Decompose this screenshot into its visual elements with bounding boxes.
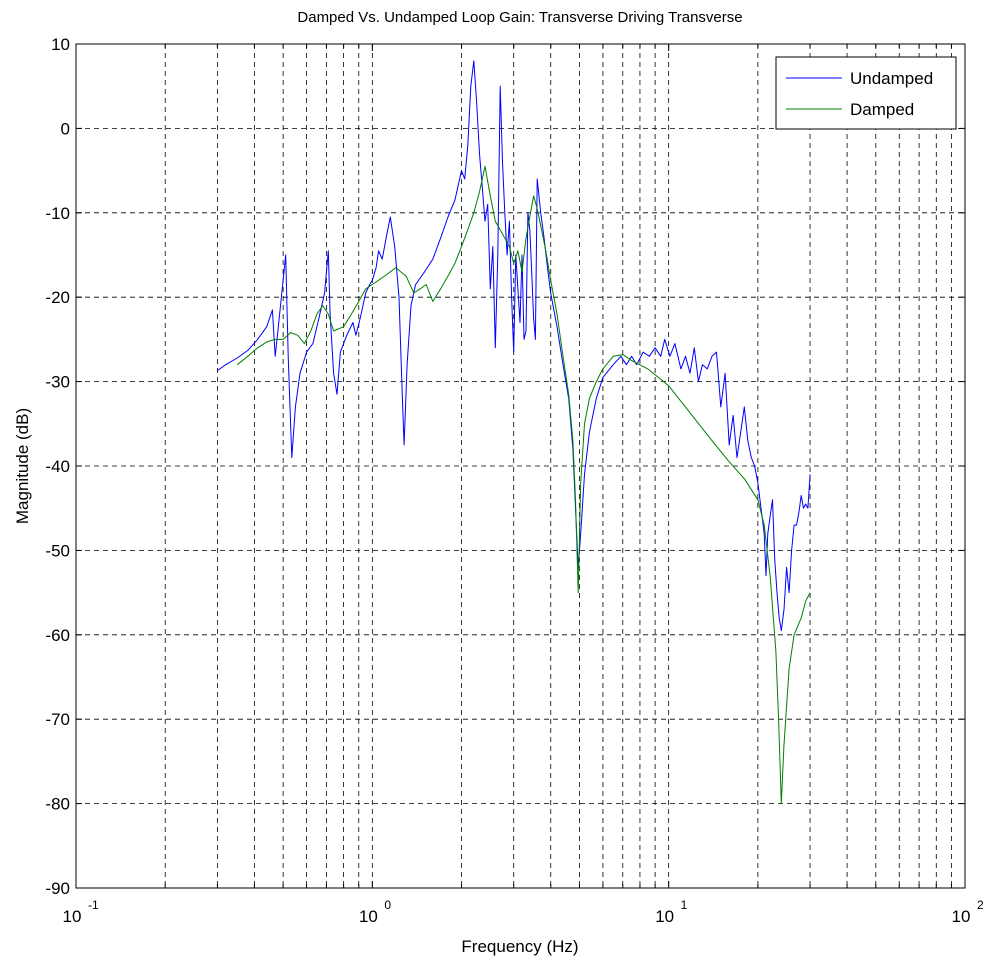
y-axis-label: Magnitude (dB)	[13, 408, 32, 524]
x-tick-label: 10	[952, 907, 971, 926]
y-tick-label: -30	[45, 373, 70, 392]
y-tick-label: 10	[51, 35, 70, 54]
y-tick-label: -70	[45, 710, 70, 729]
y-tick-label: -10	[45, 204, 70, 223]
x-tick-label: 10	[655, 907, 674, 926]
chart-title: Damped Vs. Undamped Loop Gain: Transvers…	[297, 9, 742, 26]
legend-label-undamped: Undamped	[850, 69, 933, 88]
grid	[76, 44, 965, 888]
y-tick-label: -20	[45, 288, 70, 307]
x-axis-label: Frequency (Hz)	[461, 937, 578, 956]
axis-ticks: 10 0 -10 -20 -30 -40 -50 -60 -70 -80 -90 10 -1 10 0 10 1…	[45, 35, 984, 926]
x-tick-label: 10	[359, 907, 378, 926]
y-tick-label: -50	[45, 541, 70, 560]
y-tick-label: -40	[45, 457, 70, 476]
y-tick-label: -90	[45, 879, 70, 898]
legend: Undamped Damped	[775, 56, 957, 130]
legend-box	[775, 56, 957, 130]
series-line-undamped	[217, 60, 811, 632]
x-tick-exponent: 1	[681, 898, 688, 912]
x-tick-exponent: -1	[88, 898, 99, 912]
y-tick-label: 0	[61, 119, 70, 138]
x-tick-exponent: 0	[384, 898, 391, 912]
y-tick-label: -80	[45, 795, 70, 814]
x-tick-label: 10	[63, 907, 82, 926]
series-line-damped	[236, 165, 811, 805]
x-tick-exponent: 2	[977, 898, 984, 912]
y-tick-label: -60	[45, 626, 70, 645]
series-layer	[217, 60, 811, 805]
legend-label-damped: Damped	[850, 100, 914, 119]
